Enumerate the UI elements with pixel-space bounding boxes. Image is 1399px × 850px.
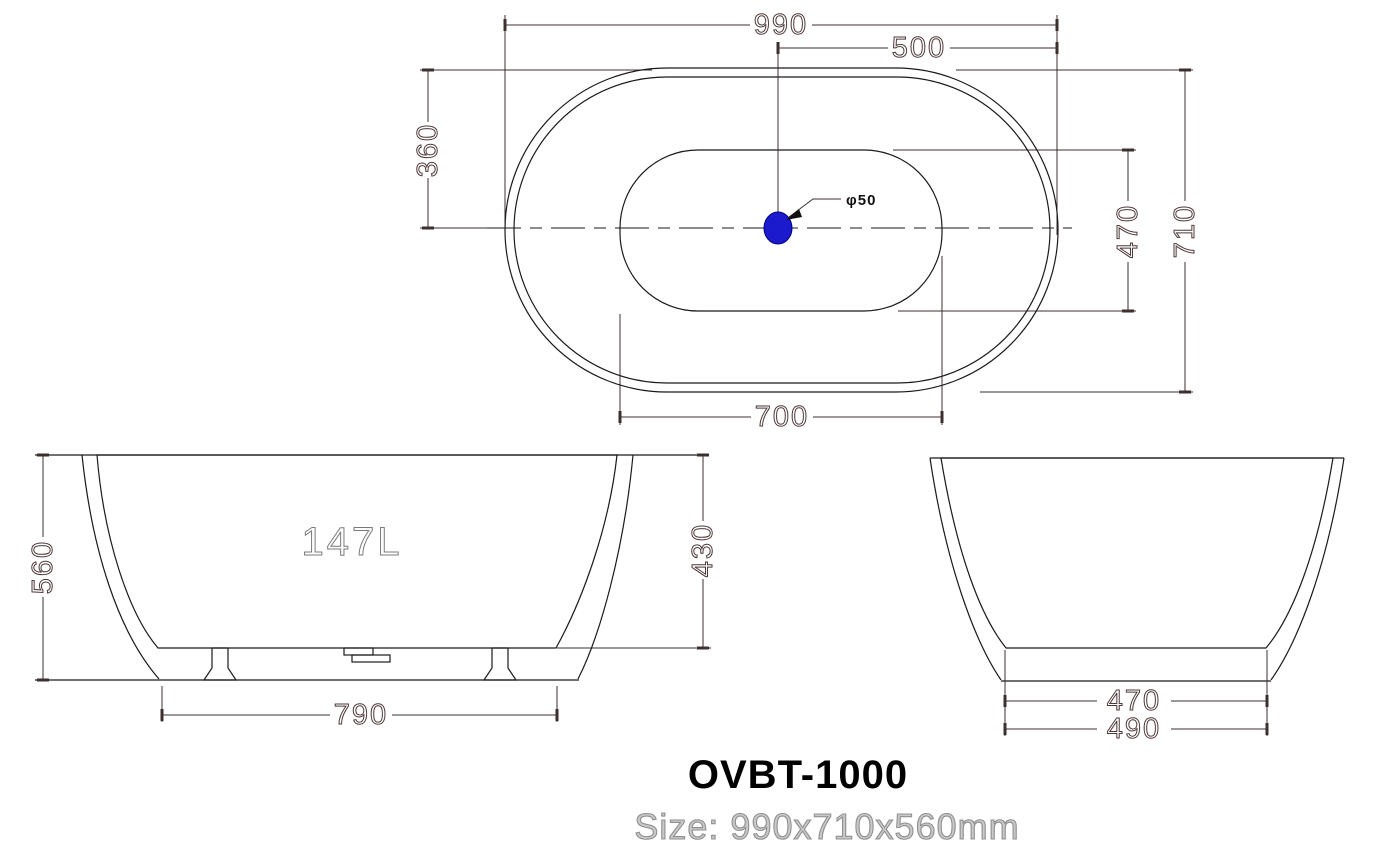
dim-floor-length: 700 [755,401,809,433]
dim-center-to-end: 500 [892,32,946,64]
drain-hole [763,211,793,245]
dim-floor-width: 470 [1112,204,1144,258]
dim-overall-length: 990 [754,9,808,41]
drain-diameter-label: φ50 [846,192,876,209]
capacity-label: 147L [302,520,403,564]
shell-left-edge [81,454,160,680]
model-title: OVBT-1000 [687,753,909,797]
side-view: 470 490 [929,457,1345,746]
right-foot [482,647,518,681]
tub-floor-outline [619,149,943,312]
left-foot [202,647,238,681]
dim-center-to-side: 360 [412,123,444,177]
top-view: φ50 990 500 360 710 470 [412,9,1202,434]
dim-overall-width: 710 [1169,204,1201,258]
dim-base-inner-width: 470 [1107,685,1161,717]
dim-overall-height: 560 [27,540,59,594]
dim-inner-depth: 430 [687,523,719,577]
front-view: 147L 560 430 790 [27,453,720,732]
dim-base-length: 790 [334,699,388,731]
drain-fitting-lower [351,654,391,663]
tub-inner-rim [513,76,1051,384]
shell-left-edge [929,457,1002,681]
drain-fitting-upper [343,647,374,656]
tub-outer-rim [504,67,1059,393]
shell-right-edge [1270,457,1345,681]
tub-interior [96,454,618,649]
tub-interior [940,457,1334,649]
drain-leader-arrowhead [786,209,802,220]
size-subtitle: Size: 990x710x560mm [634,805,1020,847]
dim-base-outer-width: 490 [1107,713,1161,745]
shell-right-edge [577,454,634,680]
